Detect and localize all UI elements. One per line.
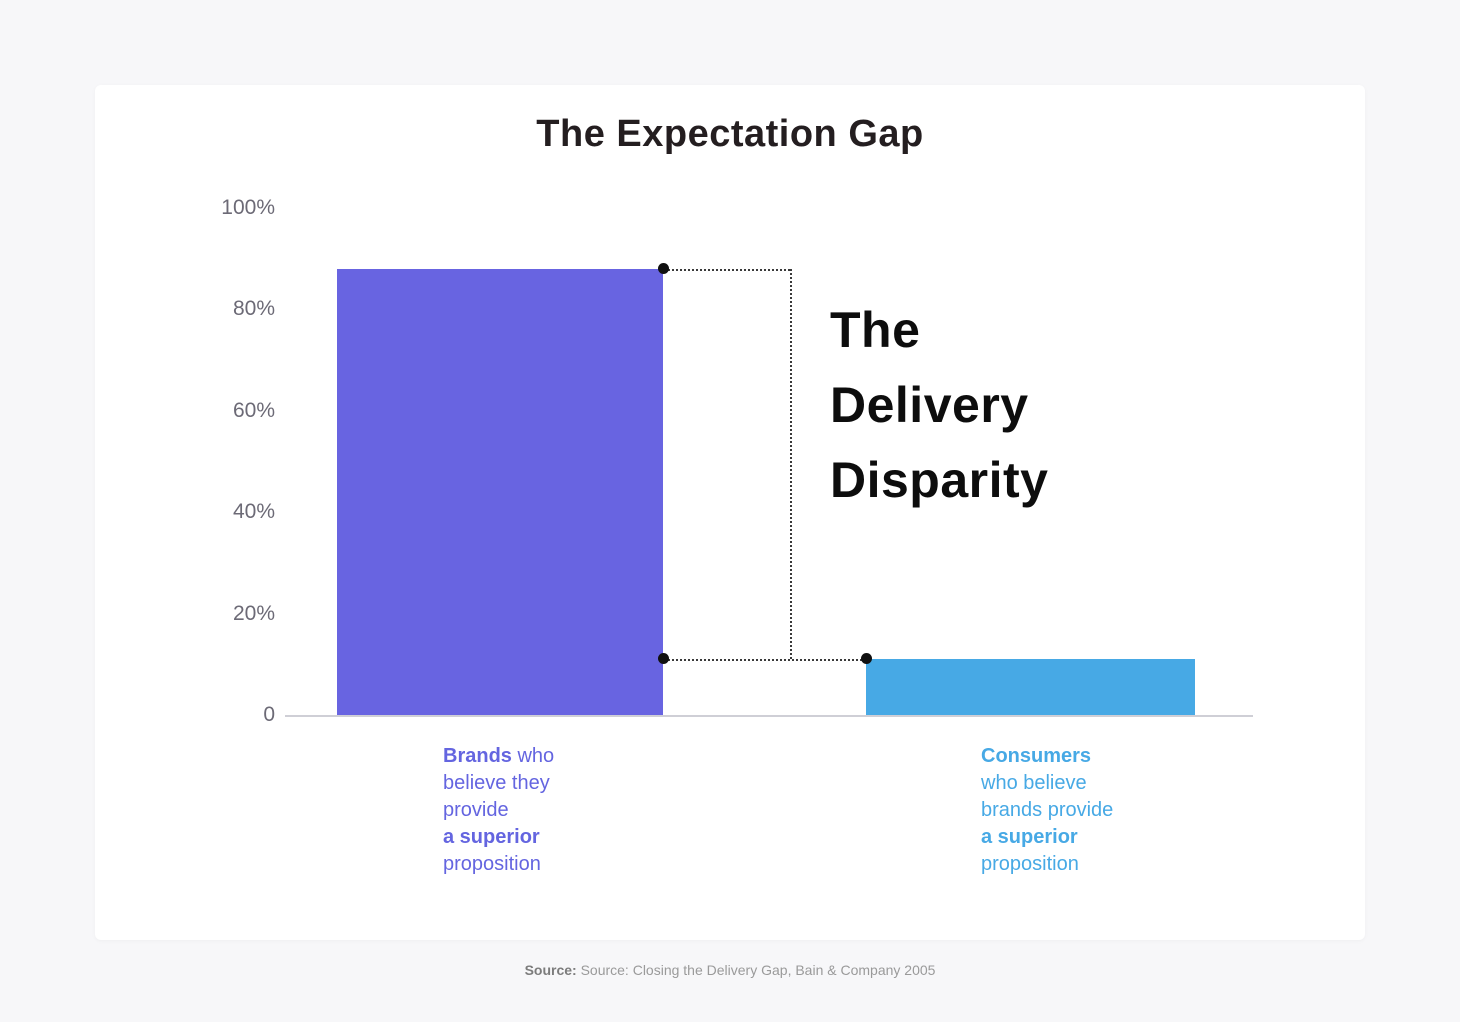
- bar-label-consumers-line-3: brands provide: [981, 799, 1114, 821]
- gap-dot-top: [658, 263, 669, 274]
- connector-top-line: [663, 269, 790, 271]
- gap-dot-right: [861, 653, 872, 664]
- chart-plot-area: [285, 208, 1253, 717]
- bar-label-consumers-line-5: proposition: [981, 853, 1079, 875]
- bar-label-consumers-lead: Consumers: [981, 745, 1092, 767]
- x-axis-line: [285, 715, 1253, 717]
- bar-label-consumers-line-2: who believe: [981, 772, 1087, 794]
- bar-label-brands-line-3: provide: [443, 799, 509, 821]
- annotation-line-1: The: [830, 302, 921, 358]
- y-axis-tick-label: 0: [263, 703, 275, 726]
- y-axis-tick-label: 100%: [221, 196, 275, 219]
- bar-label-brands-line1-rest: who: [511, 745, 555, 767]
- bar-label-brands-bold: a superior: [443, 826, 540, 848]
- bar-brands: [337, 269, 663, 715]
- bar-label-consumers-line-1: Consumers: [981, 743, 1113, 770]
- bar-label-consumers: Consumers who believe brands provide a s…: [981, 743, 1113, 878]
- bar-consumers: [866, 659, 1195, 715]
- y-axis: 0 20% 40% 60% 80% 100%: [190, 196, 275, 726]
- bar-label-brands-line-5: proposition: [443, 853, 541, 875]
- bar-label-consumers-bold: a superior: [981, 826, 1078, 848]
- bar-label-brands: Brands who believe they provide a superi…: [443, 743, 554, 878]
- connector-bottom-line: [663, 659, 866, 661]
- bar-label-brands-lead: Brands: [443, 745, 512, 767]
- bar-label-brands-line-1: Brands who: [443, 743, 554, 770]
- bar-label-brands-line-2: believe they: [443, 772, 550, 794]
- bar-label-consumers-line-4: a superior: [981, 824, 1113, 851]
- annotation-line-2: Delivery: [830, 377, 1029, 433]
- gap-dot-left: [658, 653, 669, 664]
- source-caption: Source: Source: Closing the Delivery Gap…: [0, 962, 1460, 978]
- source-text: Source: Closing the Delivery Gap, Bain &…: [576, 962, 936, 978]
- source-label: Source:: [524, 962, 577, 978]
- y-axis-tick-label: 40%: [232, 500, 275, 523]
- y-axis-tick-label: 60%: [232, 399, 275, 422]
- annotation-delivery-disparity: The Delivery Disparity: [830, 293, 1048, 518]
- chart-card: The Expectation Gap 0 20% 40% 60% 80% 100% Th…: [95, 85, 1365, 940]
- annotation-line-3: Disparity: [830, 452, 1049, 508]
- y-axis-tick-label: 80%: [232, 297, 275, 320]
- y-axis-tick-label: 20%: [232, 602, 275, 625]
- bar-label-brands-line-4: a superior: [443, 824, 554, 851]
- connector-vertical-line: [790, 269, 792, 659]
- chart-title: The Expectation Gap: [536, 113, 924, 155]
